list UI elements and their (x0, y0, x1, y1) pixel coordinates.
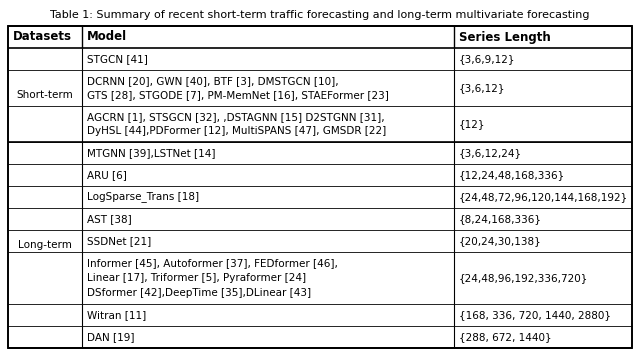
Text: Short-term: Short-term (17, 90, 73, 100)
Text: DCRNN [20], GWN [40], BTF [3], DMSTGCN [10],: DCRNN [20], GWN [40], BTF [3], DMSTGCN [… (86, 76, 339, 86)
Bar (8, 26, 632, 348)
Text: LogSparse_Trans [18]: LogSparse_Trans [18] (86, 191, 199, 202)
Text: DAN [19]: DAN [19] (86, 332, 134, 342)
Text: Long-term: Long-term (18, 240, 72, 250)
Text: DSformer [42],DeepTime [35],DLinear [43]: DSformer [42],DeepTime [35],DLinear [43] (86, 288, 311, 298)
Text: Datasets: Datasets (13, 31, 72, 44)
Text: GTS [28], STGODE [7], PM-MemNet [16], STAEFormer [23]: GTS [28], STGODE [7], PM-MemNet [16], ST… (86, 90, 388, 100)
Text: {8,24,168,336}: {8,24,168,336} (459, 214, 542, 224)
Text: {288, 672, 1440}: {288, 672, 1440} (459, 332, 552, 342)
Text: DyHSL [44],PDFormer [12], MultiSPANS [47], GMSDR [22]: DyHSL [44],PDFormer [12], MultiSPANS [47… (86, 126, 386, 136)
Text: {3,6,12}: {3,6,12} (459, 83, 506, 93)
Text: Table 1: Summary of recent short-term traffic forecasting and long-term multivar: Table 1: Summary of recent short-term tr… (51, 10, 589, 20)
Text: {3,6,9,12}: {3,6,9,12} (459, 54, 516, 64)
Text: {24,48,96,192,336,720}: {24,48,96,192,336,720} (459, 273, 589, 283)
Text: {3,6,12,24}: {3,6,12,24} (459, 148, 522, 158)
Text: SSDNet [21]: SSDNet [21] (86, 236, 151, 246)
Text: Linear [17], Triformer [5], Pyraformer [24]: Linear [17], Triformer [5], Pyraformer [… (86, 273, 306, 283)
Text: Model: Model (86, 31, 127, 44)
Text: MTGNN [39],LSTNet [14]: MTGNN [39],LSTNet [14] (86, 148, 215, 158)
Text: Witran [11]: Witran [11] (86, 310, 146, 320)
Text: ARU [6]: ARU [6] (86, 170, 127, 180)
Text: Series Length: Series Length (459, 31, 551, 44)
Text: {20,24,30,138}: {20,24,30,138} (459, 236, 542, 246)
Text: AGCRN [1], STSGCN [32], ,DSTAGNN [15] D2STGNN [31],: AGCRN [1], STSGCN [32], ,DSTAGNN [15] D2… (86, 112, 384, 122)
Text: {24,48,72,96,120,144,168,192}: {24,48,72,96,120,144,168,192} (459, 192, 628, 202)
Text: Informer [45], Autoformer [37], FEDformer [46],: Informer [45], Autoformer [37], FEDforme… (86, 258, 337, 268)
Text: {168, 336, 720, 1440, 2880}: {168, 336, 720, 1440, 2880} (459, 310, 611, 320)
Text: {12}: {12} (459, 119, 486, 129)
Text: STGCN [41]: STGCN [41] (86, 54, 147, 64)
Text: AST [38]: AST [38] (86, 214, 131, 224)
Bar (8, 26, 632, 348)
Text: {12,24,48,168,336}: {12,24,48,168,336} (459, 170, 565, 180)
